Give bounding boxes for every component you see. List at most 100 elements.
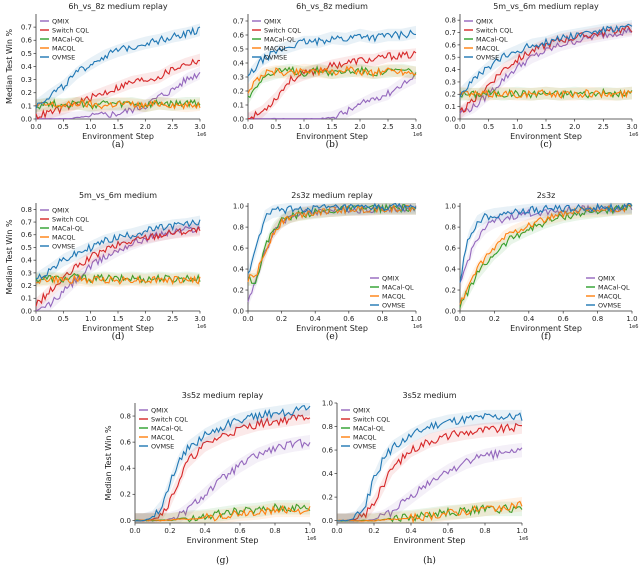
- x-tick-label: 1.0: [85, 315, 96, 323]
- y-tick-label: 0.1: [21, 295, 32, 303]
- y-tick-label: 1.0: [445, 203, 456, 211]
- legend-label: MACQL: [382, 292, 406, 300]
- series-band: [248, 203, 416, 287]
- y-tick-label: 0.8: [233, 224, 244, 232]
- series-line: [247, 29, 417, 77]
- x-tick-label: 1.5: [540, 123, 551, 131]
- y-tick-label: 0.5: [21, 50, 32, 58]
- series-band: [460, 20, 632, 101]
- y-tick-label: 0.4: [21, 257, 33, 265]
- chart-title: 2s3z: [537, 191, 556, 200]
- x-tick-label: 0.4: [523, 315, 535, 323]
- legend-label: OVMSE: [264, 53, 287, 61]
- x-tick-label: 0.0: [129, 527, 140, 535]
- series-line: [459, 87, 633, 99]
- y-tick-label: 0.0: [445, 115, 456, 123]
- y-tick-label: 0.8: [21, 206, 32, 214]
- y-tick-label: 0.4: [120, 465, 132, 473]
- x-tick-label: 2.0: [140, 315, 151, 323]
- legend-label: MACQL: [353, 433, 377, 441]
- legend-label: MACQL: [52, 233, 76, 241]
- legend-label: QMIX: [52, 206, 70, 214]
- y-tick-label: 0.2: [322, 494, 333, 502]
- series-band: [248, 48, 416, 119]
- series-band: [460, 203, 632, 287]
- series-band: [248, 203, 416, 307]
- series-band: [248, 203, 416, 287]
- legend-label: QMIX: [264, 17, 282, 25]
- series-line: [134, 504, 311, 522]
- x-tick-label: 0.0: [30, 123, 41, 131]
- y-axis-label: Median Test Win %: [5, 219, 14, 295]
- x-scale-offset: 1e6: [197, 132, 206, 138]
- y-tick-label: 0.8: [120, 412, 131, 420]
- y-tick-label: 0.1: [21, 102, 32, 110]
- legend-label: MACal-QL: [382, 283, 414, 291]
- series-line: [459, 88, 633, 99]
- y-tick-label: 0.4: [322, 470, 334, 478]
- series-band: [135, 502, 310, 523]
- x-tick-label: 0.5: [58, 315, 69, 323]
- y-tick-label: 0.2: [21, 89, 32, 97]
- panel-caption: (b): [326, 139, 339, 150]
- chart-c: 5m_vs_6m medium replay 0.0 0.5 1.0 1.5 2.0 2.5…: [445, 2, 639, 150]
- x-tick-label: 0.6: [234, 527, 246, 535]
- y-tick-label: 0.3: [445, 78, 456, 86]
- x-axis-label: Environment Step: [296, 132, 368, 141]
- legend-label: MACal-QL: [264, 35, 296, 43]
- series-band: [248, 203, 416, 281]
- series-line: [336, 500, 523, 524]
- panel-caption: (e): [326, 331, 338, 342]
- y-tick-label: 0.0: [120, 517, 131, 525]
- series-line: [247, 64, 417, 99]
- legend-label: QMIX: [151, 406, 169, 414]
- series-band: [36, 215, 200, 286]
- y-tick-label: 0.0: [445, 307, 456, 315]
- series-line: [247, 65, 417, 94]
- series-band: [337, 409, 522, 523]
- x-tick-label: 0.0: [331, 527, 342, 535]
- x-tick-label: 1.0: [512, 123, 523, 131]
- x-tick-label: 0.0: [454, 315, 465, 323]
- series-line: [336, 412, 523, 522]
- chart-b: 6h_vs_8z medium 0.0 0.5 1.0 1.5 2.0 2.5 3.0 0.0 0…: [233, 2, 423, 150]
- x-tick-label: 0.0: [242, 123, 253, 131]
- chart-h: 3s5z medium 0.0 0.2 0.4 0.6 0.8 1.0 0.0 0.2 0.4 0.…: [322, 391, 529, 566]
- y-tick-label: 0.0: [21, 307, 32, 315]
- chart-e: 2s3z medium replay 0.0 0.2 0.4 0.6 0.8 1.0 0.0 0…: [233, 191, 423, 342]
- series-band: [135, 500, 310, 523]
- series-band: [36, 96, 200, 113]
- y-tick-label: 0.8: [445, 224, 456, 232]
- chart-title: 6h_vs_8z medium: [296, 2, 368, 11]
- y-tick-label: 0.6: [445, 244, 457, 252]
- y-tick-label: 0.4: [233, 265, 245, 273]
- x-scale-offset: 1e6: [519, 536, 528, 542]
- x-tick-label: 1.0: [298, 123, 309, 131]
- x-tick-label: 0.8: [269, 527, 280, 535]
- panel-caption: (a): [112, 139, 124, 150]
- legend-label: MACal-QL: [598, 283, 630, 291]
- legend-label: MACQL: [598, 292, 622, 300]
- series-band: [36, 272, 200, 287]
- chart-title: 5m_vs_6m medium replay: [493, 2, 599, 11]
- legend-label: QMIX: [598, 274, 616, 282]
- x-tick-label: 1.5: [112, 123, 123, 131]
- y-tick-label: 0.7: [445, 29, 456, 37]
- legend-label: QMIX: [52, 17, 70, 25]
- legend-label: OVMSE: [476, 53, 499, 61]
- legend-label: OVMSE: [52, 53, 75, 61]
- chart-g: 3s5z medium replay 0.0 0.2 0.4 0.6 0.8 1.0 0.0 0…: [104, 391, 316, 566]
- legend-label: Switch CQL: [52, 215, 89, 223]
- legend-label: MACal-QL: [52, 35, 84, 43]
- x-tick-label: 0.8: [377, 315, 388, 323]
- panel-caption: (c): [540, 139, 552, 150]
- series-line: [247, 50, 417, 120]
- x-tick-label: 1.0: [304, 527, 315, 535]
- y-tick-label: 0.0: [322, 517, 333, 525]
- x-tick-label: 1.0: [85, 123, 96, 131]
- x-tick-label: 0.5: [58, 123, 69, 131]
- legend-label: Switch CQL: [476, 26, 513, 34]
- series-line: [135, 414, 311, 522]
- x-scale-offset: 1e6: [629, 324, 638, 330]
